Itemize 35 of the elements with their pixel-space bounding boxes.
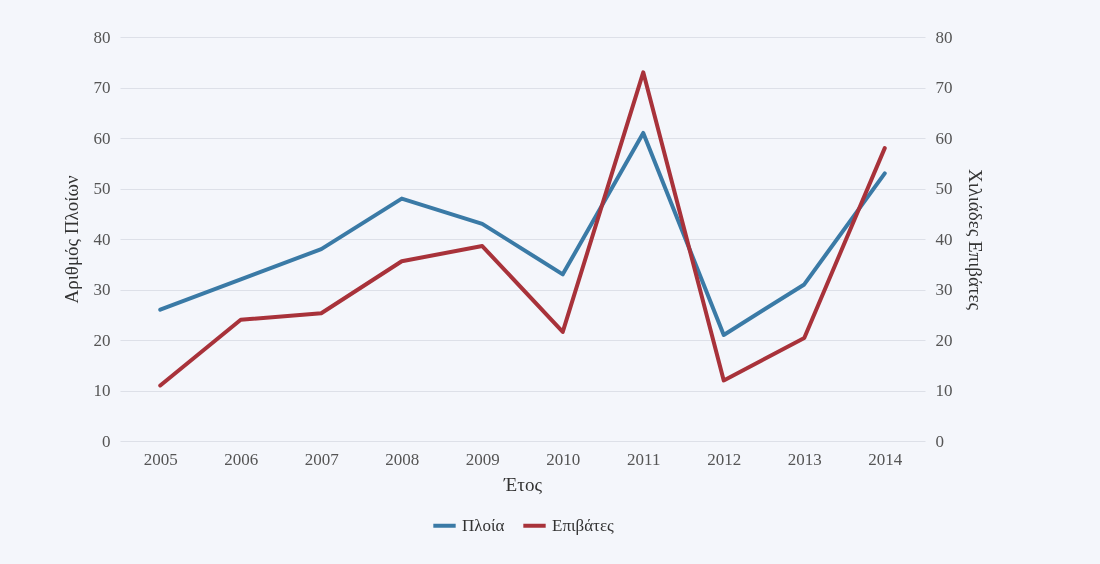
x-tick-label: 2008 (385, 449, 420, 469)
y2-tick-label: 50 (935, 179, 953, 198)
x-axis-title: Έτος (503, 473, 543, 495)
line-series (158, 130, 887, 337)
y-tick-label: 30 (93, 280, 111, 299)
y2-tick-label: 40 (935, 229, 953, 249)
y-tick-label: 80 (93, 27, 111, 47)
y2-tick-label: 70 (935, 78, 953, 97)
y2-tick-label: 30 (935, 280, 953, 299)
x-tick-label: 2005 (143, 449, 178, 469)
y2-tick-label: 60 (935, 128, 953, 148)
y-tick-label: 50 (93, 179, 111, 198)
x-tick-label: 2007 (304, 449, 340, 469)
y2-tick-label: 0 (935, 431, 944, 451)
x-tick-label: 2013 (787, 449, 822, 469)
legend-label: Επιβάτες (552, 515, 615, 535)
y-tick-label: 10 (93, 381, 111, 400)
y-tick-label: 20 (93, 330, 111, 350)
x-tick-label: 2012 (707, 449, 742, 469)
x-tick-label: 2011 (627, 449, 661, 469)
y2-tick-label: 80 (935, 27, 953, 47)
y-axis-title: Αριθμός Πλοίων (60, 175, 82, 304)
legend-label: Πλοία (462, 515, 505, 535)
y-tick-label: 40 (93, 229, 111, 249)
y-tick-label: 70 (93, 78, 111, 97)
y2-tick-label: 10 (935, 381, 953, 400)
y2-axis-title: Χιλιάδες Επιβάτες (964, 168, 986, 311)
x-tick-label: 2006 (224, 449, 259, 469)
y-tick-label: 0 (102, 431, 111, 451)
line-series (158, 70, 887, 388)
y-tick-label: 60 (93, 128, 111, 148)
x-tick-label: 2009 (465, 449, 500, 469)
x-tick-label: 2014 (868, 449, 903, 469)
x-tick-label: 2010 (546, 449, 581, 469)
y2-tick-label: 20 (935, 330, 953, 350)
